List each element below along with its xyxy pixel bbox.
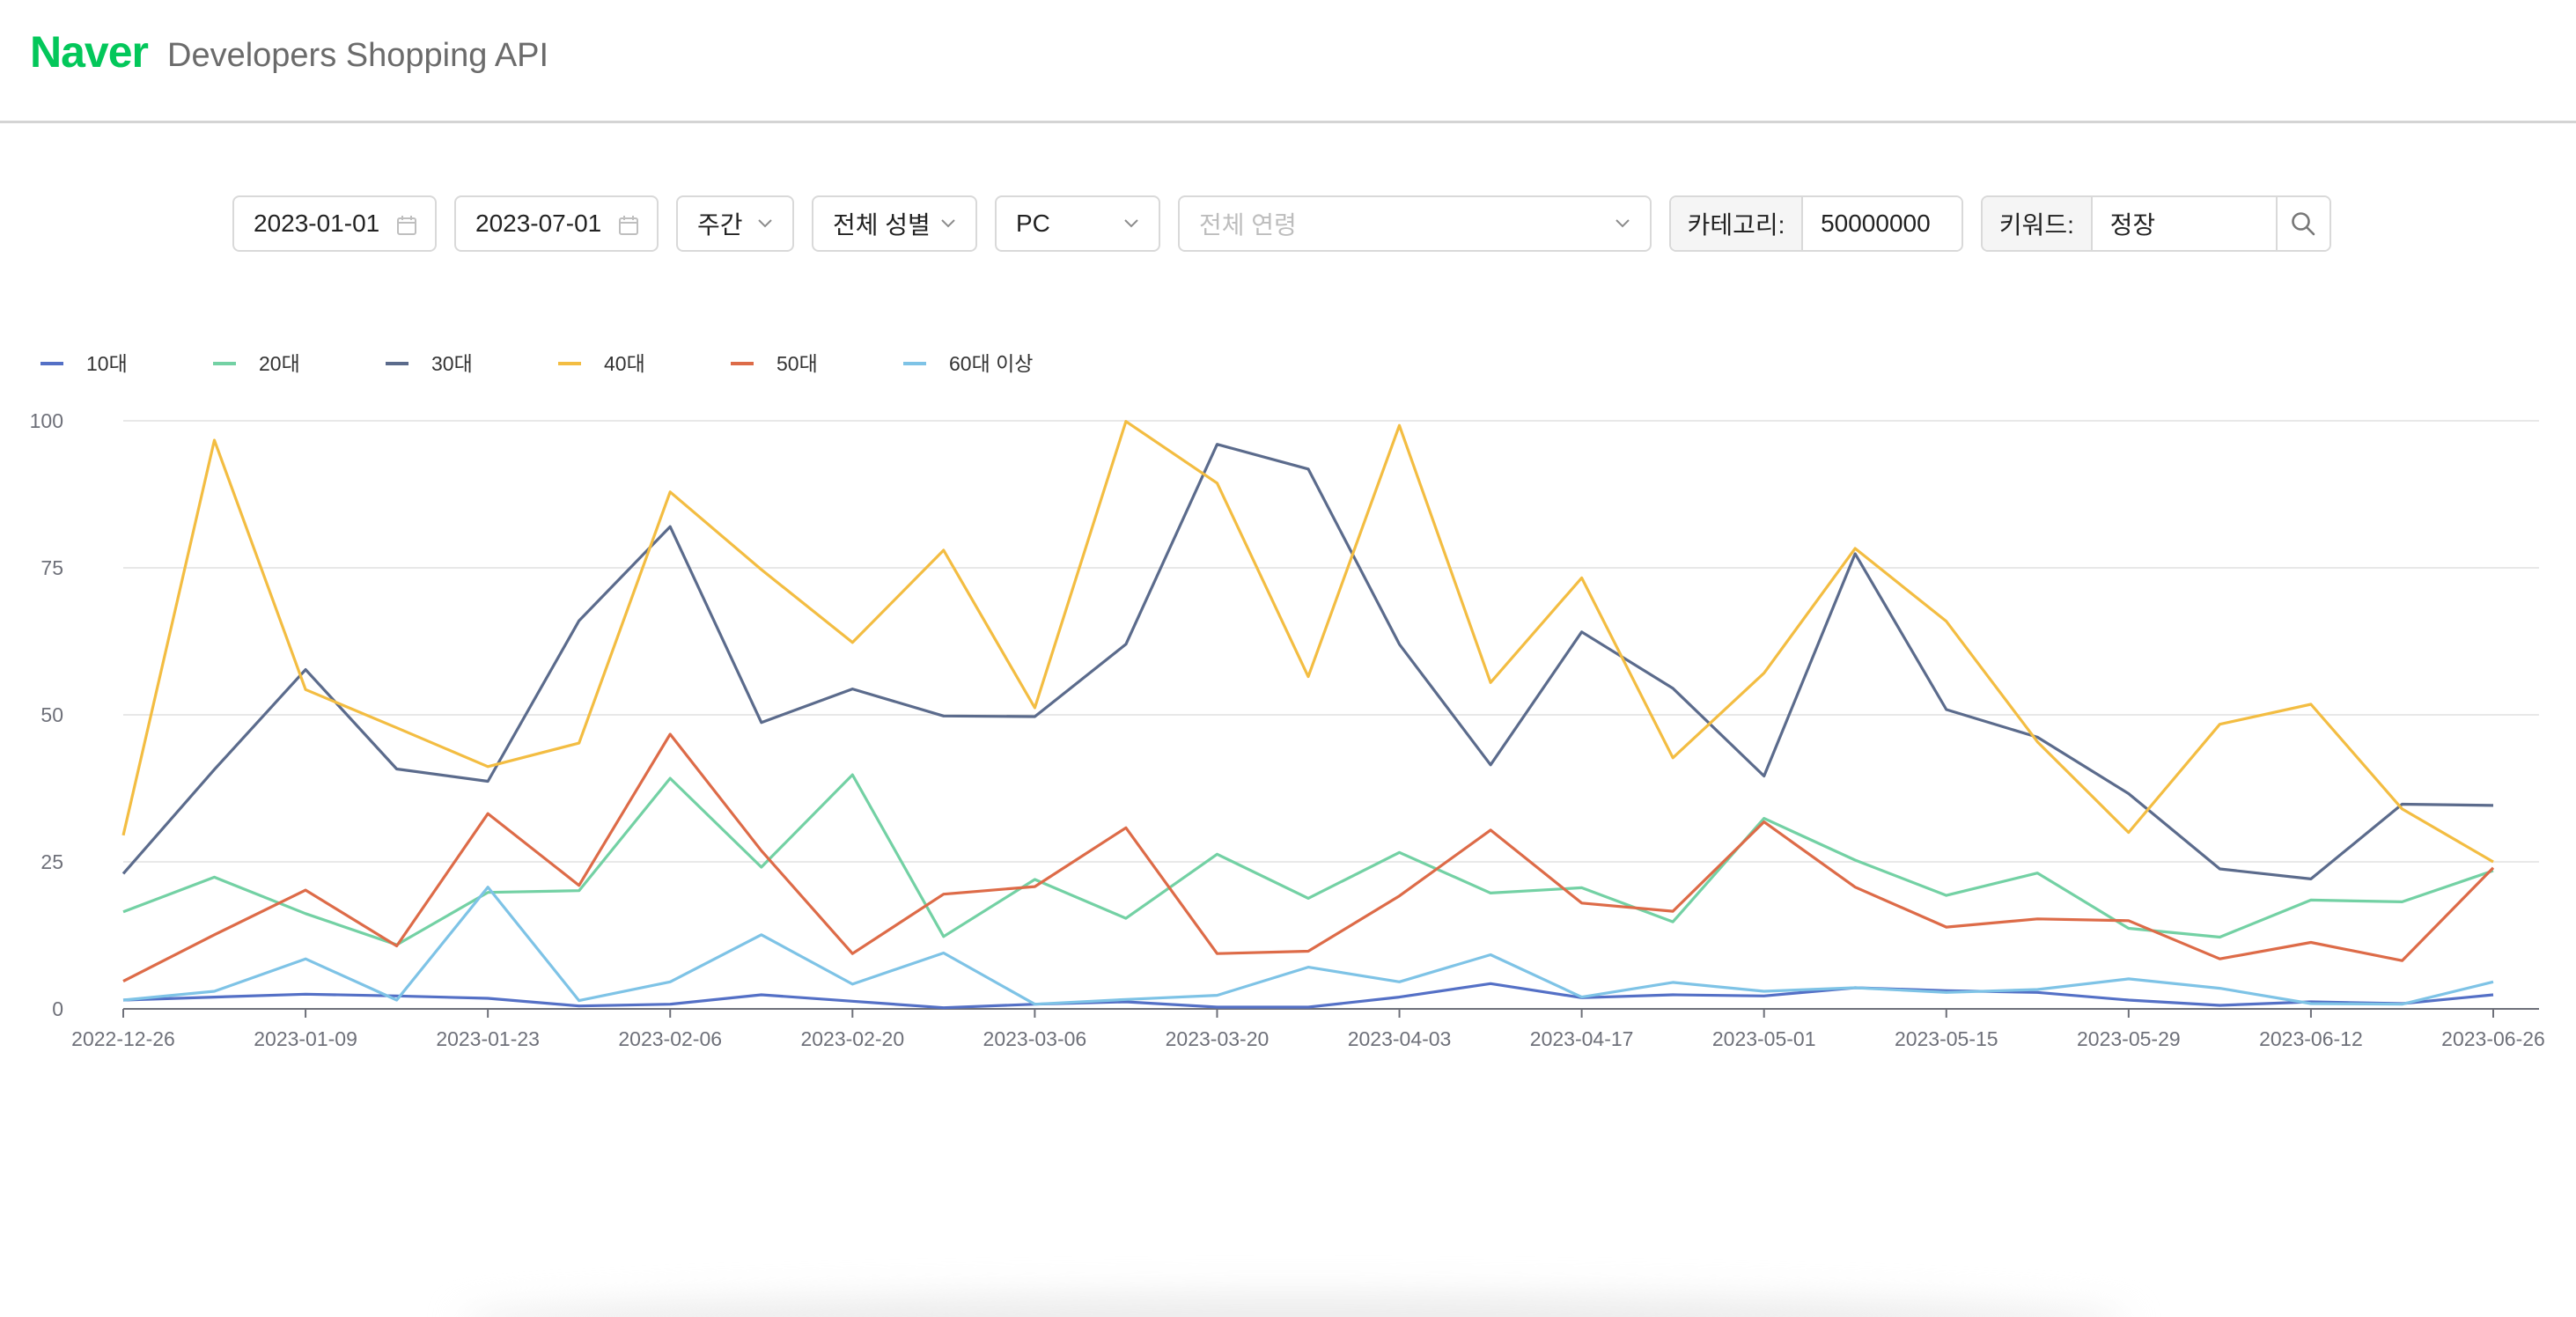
y-tick-label: 75 xyxy=(40,556,63,579)
x-tick-label: 2023-04-17 xyxy=(1530,1027,1634,1050)
category-field: 카테고리: 50000000 xyxy=(1669,195,1963,252)
legend-label: 20대 xyxy=(259,352,300,375)
x-tick-label: 2023-02-06 xyxy=(618,1027,722,1050)
chevron-down-icon xyxy=(1616,219,1630,228)
x-tick-label: 2023-01-09 xyxy=(254,1027,357,1050)
series-line-40대[interactable] xyxy=(121,420,2494,864)
legend-label: 40대 xyxy=(604,352,645,375)
y-tick-label: 0 xyxy=(52,997,63,1020)
brand-logo: Naver xyxy=(30,27,149,77)
chart-plot-area xyxy=(121,420,2495,1010)
x-tick-label: 2023-05-29 xyxy=(2077,1027,2181,1050)
end-date-value: 2023-07-01 xyxy=(475,210,602,237)
search-button[interactable] xyxy=(2275,197,2329,250)
calendar-icon xyxy=(397,216,416,235)
bottom-shadow xyxy=(458,1294,2131,1317)
legend-label: 60대 이상 xyxy=(949,352,1033,375)
series-line-10대[interactable] xyxy=(122,982,2494,1010)
x-axis: 2022-12-26 2023-01-09 2023-01-23 2023-02-06… xyxy=(71,1009,2545,1050)
legend-label: 10대 xyxy=(86,352,128,375)
app-title: Developers Shopping API xyxy=(167,37,549,74)
start-date-picker[interactable]: 2023-01-01 xyxy=(232,195,437,252)
gender-value: 전체 성별 xyxy=(833,211,931,239)
chart-legend: 10대 20대 30대 40대 50대 60대 이상 xyxy=(40,352,1033,375)
series-line-50대[interactable] xyxy=(122,732,2495,983)
series-line-30대[interactable] xyxy=(121,443,2494,881)
search-icon xyxy=(2292,212,2315,236)
age-trend-line-chart: 10대 20대 30대 40대 50대 60대 이상 0 25 50 75 100 2022-12… xyxy=(30,352,2545,1050)
y-tick-label: 100 xyxy=(30,409,63,432)
chart-grid xyxy=(123,420,2539,1010)
y-tick-label: 50 xyxy=(40,703,63,726)
y-tick-label: 25 xyxy=(40,850,63,873)
app-header: Naver Developers Shopping API xyxy=(0,0,2576,123)
x-tick-label: 2023-02-20 xyxy=(800,1027,904,1050)
x-tick-label: 2022-12-26 xyxy=(71,1027,175,1050)
legend-item-40대[interactable]: 40대 xyxy=(558,352,645,375)
legend-label: 30대 xyxy=(431,352,473,375)
end-date-picker[interactable]: 2023-07-01 xyxy=(454,195,659,252)
x-tick-label: 2023-03-06 xyxy=(983,1027,1087,1050)
time-unit-select[interactable]: 주간 xyxy=(676,195,794,252)
device-select[interactable]: PC xyxy=(995,195,1160,252)
gender-select[interactable]: 전체 성별 xyxy=(812,195,977,252)
x-tick-label: 2023-01-23 xyxy=(436,1027,540,1050)
x-tick-label: 2023-03-20 xyxy=(1166,1027,1270,1050)
ages-placeholder: 전체 연령 xyxy=(1199,211,1297,239)
keyword-label: 키워드: xyxy=(1983,197,2093,250)
x-tick-label: 2023-06-26 xyxy=(2441,1027,2545,1050)
category-label: 카테고리: xyxy=(1671,197,1804,250)
calendar-icon xyxy=(619,216,638,235)
time-unit-value: 주간 xyxy=(697,211,743,239)
legend-item-10대[interactable]: 10대 xyxy=(40,352,128,375)
x-tick-label: 2023-04-03 xyxy=(1348,1027,1452,1050)
filter-toolbar: 2023-01-01 2023-07-01 주간 전체 성별 PC 전체 연령 … xyxy=(232,195,2331,252)
category-input[interactable]: 50000000 xyxy=(1803,197,1961,250)
device-value: PC xyxy=(1016,210,1050,237)
x-tick-label: 2023-05-15 xyxy=(1895,1027,1998,1050)
chevron-down-icon xyxy=(941,219,955,228)
chevron-down-icon xyxy=(1124,219,1138,228)
series-line-20대[interactable] xyxy=(122,773,2494,946)
legend-item-20대[interactable]: 20대 xyxy=(213,352,300,375)
legend-item-30대[interactable]: 30대 xyxy=(386,352,473,375)
keyword-search-field: 키워드: 정장 xyxy=(1981,195,2331,252)
start-date-value: 2023-01-01 xyxy=(254,210,380,237)
ages-select[interactable]: 전체 연령 xyxy=(1178,195,1652,252)
x-tick-label: 2023-06-12 xyxy=(2259,1027,2363,1050)
y-axis: 0 25 50 75 100 xyxy=(30,409,63,1020)
chevron-down-icon xyxy=(758,219,772,228)
x-tick-label: 2023-05-01 xyxy=(1712,1027,1816,1050)
legend-item-60대-이상[interactable]: 60대 이상 xyxy=(903,352,1033,375)
legend-label: 50대 xyxy=(776,352,818,375)
legend-item-50대[interactable]: 50대 xyxy=(731,352,818,375)
keyword-input[interactable]: 정장 xyxy=(2092,197,2276,250)
series-line-60대-이상[interactable] xyxy=(122,886,2494,1006)
